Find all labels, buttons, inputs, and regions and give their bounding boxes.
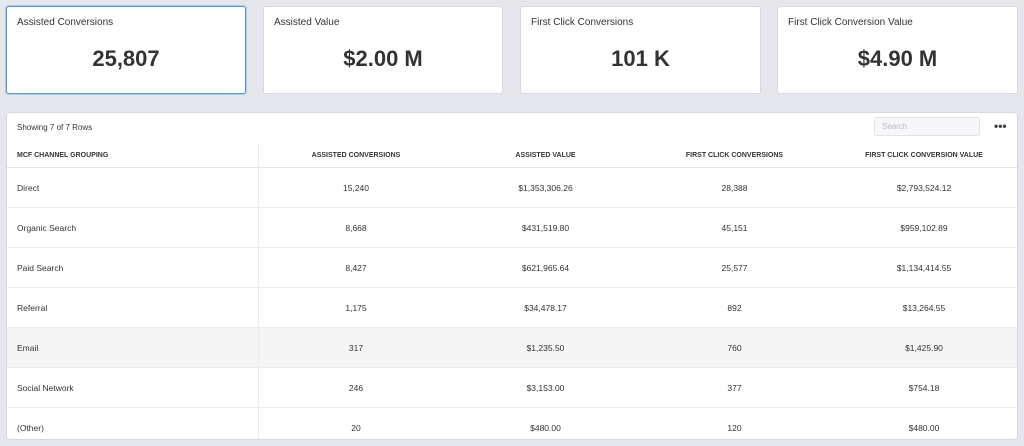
kpi-label: Assisted Value [274, 17, 340, 28]
column-header[interactable]: ASSISTED CONVERSIONS [258, 143, 453, 168]
kpi-card-assisted-conversions[interactable]: Assisted Conversions 25,807 [6, 6, 246, 94]
table-cell: $1,134,414.55 [831, 247, 1017, 288]
data-table: MCF CHANNEL GROUPING ASSISTED CONVERSION… [7, 143, 1017, 439]
table-row[interactable]: Direct 15,240 $1,353,306.26 28,388 $2,79… [7, 167, 1017, 208]
search-input[interactable] [874, 117, 980, 136]
kpi-value: $2.00 M [343, 46, 423, 71]
table-row[interactable]: (Other) 20 $480.00 120 $480.00 [7, 407, 1017, 439]
table-cell: 892 [638, 287, 831, 328]
table-cell: (Other) [7, 407, 259, 439]
table-cell: $480.00 [831, 407, 1017, 439]
kpi-label: Assisted Conversions [17, 17, 114, 28]
kpi-card-first-click-conversions[interactable]: First Click Conversions 101 K [520, 6, 761, 94]
table-cell: 20 [258, 407, 453, 439]
table-cell: $34,478.17 [453, 287, 638, 328]
table-cell: $754.18 [831, 367, 1017, 408]
table-cell: $2,793,524.12 [831, 167, 1017, 208]
column-header[interactable]: MCF CHANNEL GROUPING [7, 143, 259, 168]
kpi-label: First Click Conversions [531, 17, 634, 28]
table-cell: Email [7, 327, 259, 368]
table-cell: $480.00 [453, 407, 638, 439]
table-cell: Direct [7, 167, 259, 208]
kpi-value: 25,807 [92, 46, 160, 71]
table-cell: $3,153.00 [453, 367, 638, 408]
column-header[interactable]: FIRST CLICK CONVERSION VALUE [831, 143, 1017, 168]
kpi-card-assisted-value[interactable]: Assisted Value $2.00 M [263, 6, 503, 94]
row-count-text: Showing 7 of 7 Rows [17, 123, 93, 132]
table-header-row: MCF CHANNEL GROUPING ASSISTED CONVERSION… [7, 143, 1017, 168]
table-cell: 8,427 [258, 247, 453, 288]
table-cell: 317 [258, 327, 453, 368]
table-row[interactable]: Social Network 246 $3,153.00 377 $754.18 [7, 367, 1017, 408]
table-row[interactable]: Email 317 $1,235.50 760 $1,425.90 [7, 327, 1017, 368]
table-cell: 25,577 [638, 247, 831, 288]
table-cell: $1,353,306.26 [453, 167, 638, 208]
table-cell: Paid Search [7, 247, 259, 288]
table-cell: $13,264.55 [831, 287, 1017, 328]
table-cell: 120 [638, 407, 831, 439]
table-cell: Organic Search [7, 207, 259, 248]
table-cell: Referral [7, 287, 259, 328]
table-cell: 760 [638, 327, 831, 368]
table-cell: $1,425.90 [831, 327, 1017, 368]
table-cell: 377 [638, 367, 831, 408]
table-cell: 28,388 [638, 167, 831, 208]
table-row[interactable]: Paid Search 8,427 $621,965.64 25,577 $1,… [7, 247, 1017, 288]
table-cell: $621,965.64 [453, 247, 638, 288]
kpi-value: $4.90 M [857, 46, 938, 71]
table-cell: 246 [258, 367, 453, 408]
table-cell: 45,151 [638, 207, 831, 248]
kpi-card-first-click-conversion-value[interactable]: First Click Conversion Value $4.90 M [777, 6, 1018, 94]
column-header[interactable]: FIRST CLICK CONVERSIONS [638, 143, 831, 168]
table-cell: Social Network [7, 367, 259, 408]
table-panel: Showing 7 of 7 Rows ••• MCF CHANNEL GROU… [6, 112, 1018, 440]
column-header[interactable]: ASSISTED VALUE [453, 143, 638, 168]
more-horizontal-icon[interactable]: ••• [994, 119, 1007, 133]
table-cell: 15,240 [258, 167, 453, 208]
table-cell: $959,102.89 [831, 207, 1017, 248]
kpi-label: First Click Conversion Value [788, 17, 913, 28]
table-cell: 8,668 [258, 207, 453, 248]
table-cell: $1,235.50 [453, 327, 638, 368]
table-cell: 1,175 [258, 287, 453, 328]
kpi-value: 101 K [611, 46, 670, 71]
table-row[interactable]: Referral 1,175 $34,478.17 892 $13,264.55 [7, 287, 1017, 328]
table-row[interactable]: Organic Search 8,668 $431,519.80 45,151 … [7, 207, 1017, 248]
table-cell: $431,519.80 [453, 207, 638, 248]
